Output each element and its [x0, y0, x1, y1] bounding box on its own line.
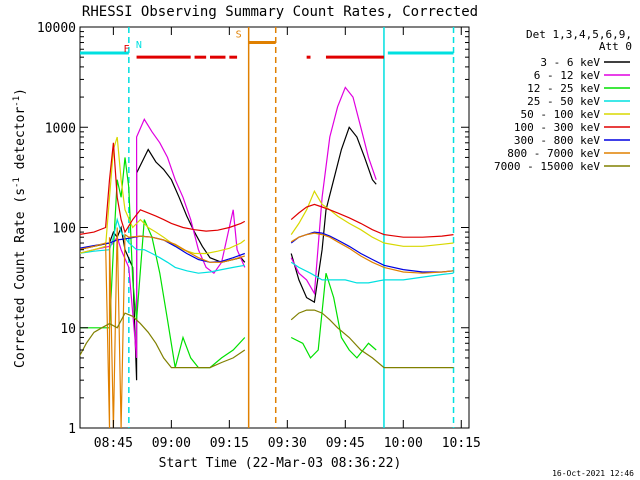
series-line-1-part-0: [80, 118, 246, 358]
series-line-1-part-1: [290, 86, 377, 296]
flag-label-F: F: [124, 44, 130, 55]
x-axis-label: Start Time (22-Mar-03 08:36:22): [159, 456, 402, 471]
series-line-8-part-1: [290, 309, 454, 369]
x-tick-label-2: 09:15: [210, 436, 249, 451]
legend-header-line-2: Att 0: [599, 40, 632, 53]
series-layer: [80, 86, 454, 428]
x-axis: 08:45 09:00 09:15 09:30 09:45 10:00 10:15: [94, 27, 481, 451]
series-line-4-part-1: [290, 189, 454, 247]
legend-label-3: 25 - 50 keV: [527, 95, 600, 108]
series-line-6-part-1: [290, 231, 454, 273]
y-tick-label-1: 10: [60, 322, 76, 337]
y-tick-label-4: 10000: [37, 21, 76, 36]
series-line-7-part-1: [290, 232, 454, 274]
series-line-3-part-0: [80, 217, 245, 274]
legend-label-8: 7000 - 15000 keV: [494, 160, 600, 173]
legend-label-1: 6 - 12 keV: [534, 69, 601, 82]
x-tick-label-0: 08:45: [94, 436, 133, 451]
series-line-2-part-1: [290, 273, 377, 359]
x-tick-label-5: 10:00: [384, 436, 423, 451]
legend-header-line-1: Det 1,3,4,5,6,9,: [526, 28, 632, 41]
footer-timestamp: 16-Oct-2021 12:46: [552, 469, 634, 478]
legend-label-0: 3 - 6 keV: [540, 56, 600, 69]
x-tick-label-6: 10:15: [442, 436, 481, 451]
legend-label-6: 300 - 800 keV: [514, 134, 600, 147]
series-line-5-part-1: [290, 203, 454, 238]
x-tick-label-1: 09:00: [152, 436, 191, 451]
series-line-3-part-1: [290, 261, 454, 284]
x-tick-label-4: 09:45: [326, 436, 365, 451]
legend-label-7: 800 - 7000 keV: [507, 147, 600, 160]
y-axis-label: Corrected Count Rate (s-1 detector-1): [12, 88, 28, 368]
chart-title: RHESSI Observing Summary Count Rates, Co…: [82, 4, 478, 20]
flag-label-S: S: [236, 30, 242, 41]
legend-label-2: 12 - 25 keV: [527, 82, 600, 95]
y-tick-label-0: 1: [68, 422, 76, 437]
y-tick-label-3: 1000: [45, 121, 76, 136]
legend-label-5: 100 - 300 keV: [514, 121, 600, 134]
flag-label-N: N: [136, 40, 142, 51]
y-axis: 1 10 100 1000 10000: [37, 21, 469, 437]
series-line-4-part-0: [80, 136, 246, 255]
x-tick-label-3: 09:30: [268, 436, 307, 451]
legend-label-4: 50 - 100 keV: [521, 108, 601, 121]
series-line-5-part-0: [80, 142, 246, 235]
series-line-0-part-0: [80, 148, 246, 381]
series-line-0-part-1: [290, 126, 377, 304]
y-tick-label-2: 100: [53, 222, 76, 237]
series-line-8-part-0: [80, 312, 246, 369]
annotation-layer: NF S: [80, 27, 455, 428]
series-line-7-part-0: [80, 227, 245, 428]
